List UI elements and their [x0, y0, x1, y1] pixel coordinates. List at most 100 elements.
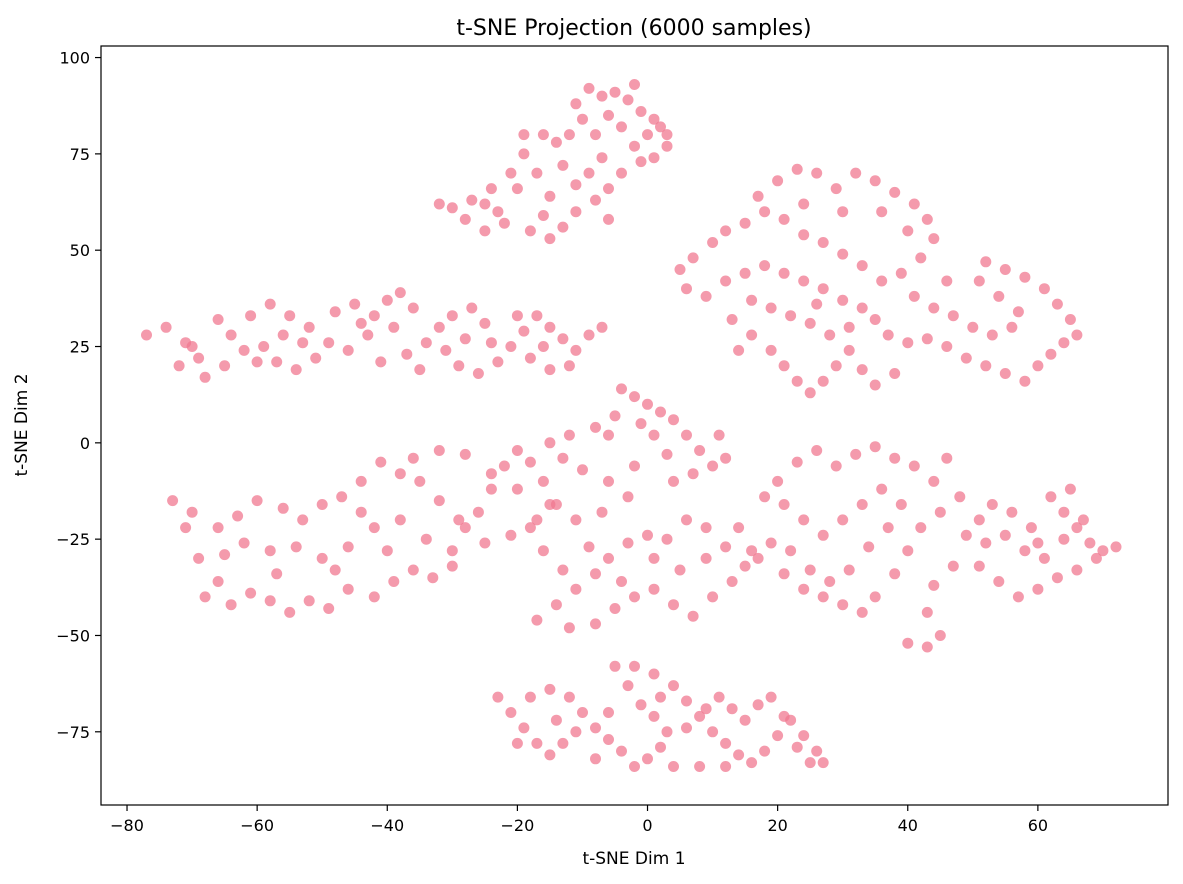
data-point	[778, 267, 790, 279]
data-point	[264, 545, 276, 557]
data-point	[173, 360, 185, 372]
data-point	[759, 745, 771, 757]
data-point	[271, 568, 283, 580]
data-point	[193, 352, 205, 364]
data-point	[245, 310, 257, 322]
data-point	[446, 202, 458, 214]
data-point	[407, 564, 419, 576]
data-point	[980, 256, 992, 268]
data-point	[629, 591, 640, 603]
data-point	[843, 344, 855, 356]
data-point	[427, 572, 439, 584]
data-point	[629, 660, 640, 672]
data-point	[583, 167, 595, 179]
data-point	[830, 360, 842, 372]
data-point	[648, 710, 660, 722]
data-point	[804, 564, 816, 576]
x-tick-label: −60	[240, 816, 274, 835]
data-point	[869, 591, 881, 603]
data-point	[817, 591, 829, 603]
data-point	[713, 691, 725, 703]
data-point	[485, 337, 497, 349]
data-point	[590, 753, 601, 765]
data-point	[186, 506, 198, 518]
data-point	[238, 344, 250, 356]
data-point	[999, 368, 1011, 379]
data-point	[616, 576, 627, 587]
data-point	[446, 310, 458, 322]
data-points	[141, 79, 1122, 772]
data-point	[707, 726, 719, 738]
data-point	[388, 321, 400, 333]
y-tick-label: 25	[70, 338, 90, 357]
data-point	[661, 533, 673, 545]
data-point	[921, 213, 933, 225]
data-point	[616, 745, 627, 757]
data-point	[414, 364, 426, 376]
data-point	[492, 691, 504, 703]
data-point	[459, 333, 471, 345]
data-point	[433, 198, 445, 210]
data-point	[433, 495, 445, 507]
x-tick-label: −20	[501, 816, 535, 835]
data-point	[570, 344, 582, 356]
data-point	[537, 545, 549, 557]
data-point	[967, 321, 979, 333]
data-point	[817, 283, 829, 295]
data-point	[804, 387, 816, 399]
data-point	[882, 522, 894, 534]
data-point	[251, 495, 263, 507]
data-point	[485, 183, 497, 195]
data-point	[934, 506, 946, 518]
data-point	[954, 491, 966, 503]
y-tick-label: −25	[56, 530, 90, 549]
data-point	[733, 344, 745, 356]
data-point	[785, 545, 797, 557]
data-point	[271, 356, 283, 368]
data-point	[798, 229, 810, 241]
data-point	[557, 452, 569, 464]
data-point	[648, 429, 660, 441]
data-point	[570, 179, 582, 191]
x-axis: −80 −60 −40 −20 0 20 40 60	[110, 805, 1048, 835]
y-tick-label: 50	[70, 241, 90, 260]
data-point	[544, 364, 556, 376]
data-point	[739, 560, 751, 572]
data-point	[668, 680, 679, 692]
data-point	[537, 129, 549, 141]
data-point	[531, 310, 543, 322]
data-point	[180, 522, 192, 534]
y-tick-label: 100	[59, 49, 90, 68]
data-point	[720, 452, 732, 464]
data-point	[811, 745, 823, 757]
data-point	[264, 298, 276, 310]
data-point	[778, 360, 790, 372]
data-point	[681, 514, 692, 526]
data-point	[720, 225, 732, 237]
data-point	[791, 163, 803, 175]
data-point	[596, 506, 608, 518]
data-point	[1064, 483, 1076, 495]
data-point	[635, 699, 647, 711]
data-point	[856, 302, 868, 314]
data-point	[264, 595, 276, 607]
data-point	[700, 522, 712, 534]
data-point	[479, 198, 491, 210]
data-point	[889, 368, 901, 379]
data-point	[850, 167, 862, 179]
data-point	[668, 475, 679, 487]
data-point	[492, 206, 504, 218]
data-point	[720, 541, 732, 553]
data-point	[316, 499, 328, 510]
data-point	[824, 576, 836, 587]
data-point	[297, 337, 309, 349]
data-point	[199, 591, 211, 603]
data-point	[583, 541, 595, 553]
data-point	[459, 448, 471, 460]
data-point	[986, 329, 998, 341]
data-point	[1084, 537, 1096, 549]
y-tick-label: 0	[80, 434, 90, 453]
data-point	[778, 568, 790, 580]
data-point	[661, 726, 673, 738]
data-point	[511, 445, 523, 456]
